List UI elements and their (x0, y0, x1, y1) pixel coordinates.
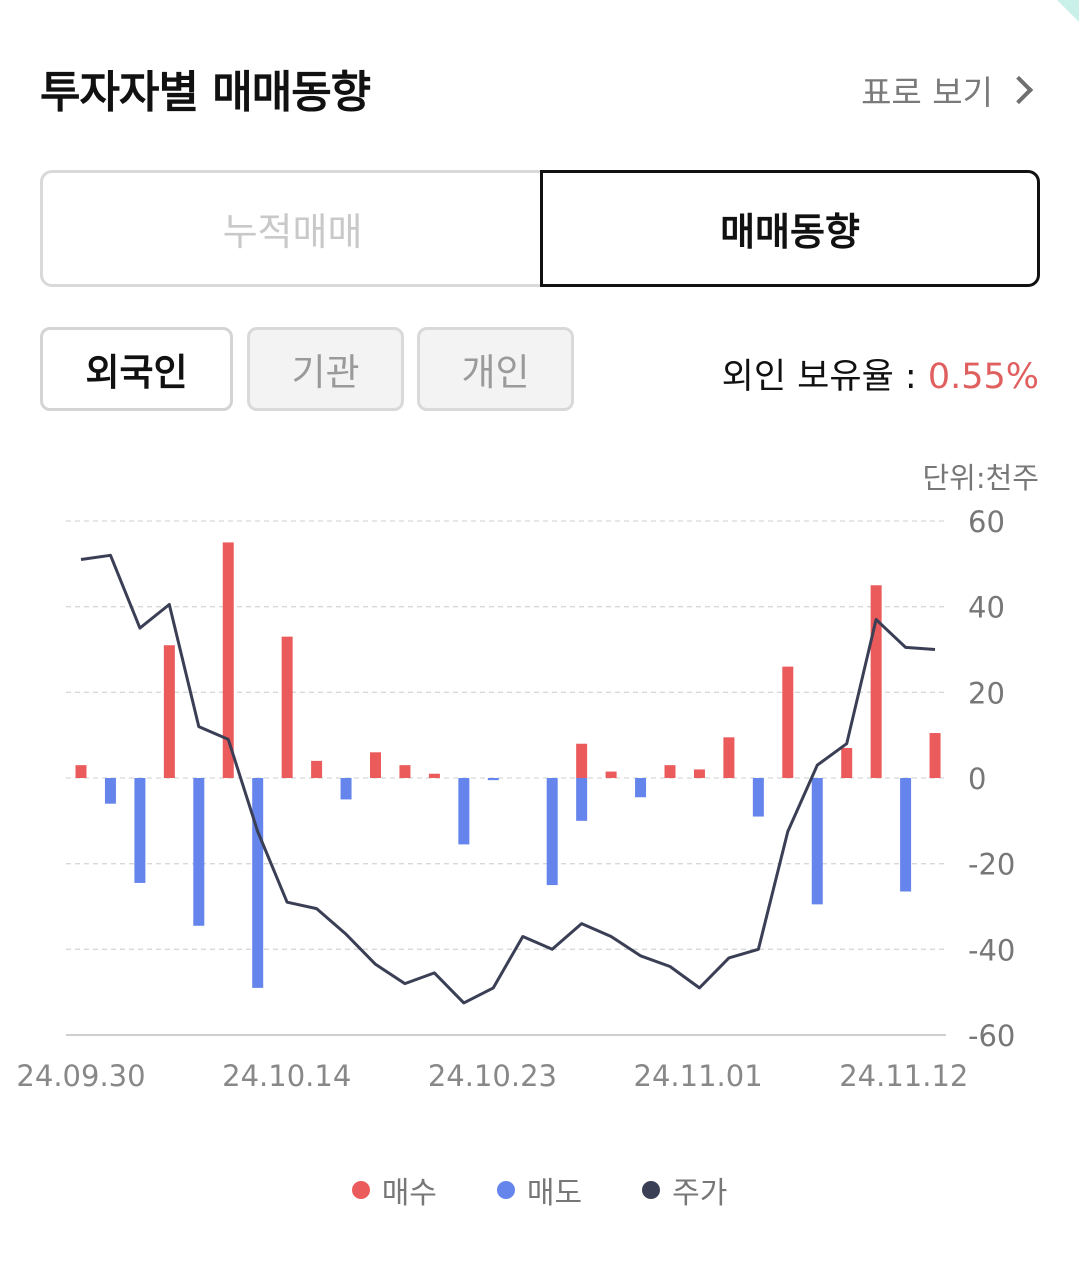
sell-bar (104, 778, 116, 804)
buy-bar (75, 765, 87, 778)
y-tick-label: -40 (968, 933, 1015, 967)
sell-bar (546, 778, 558, 886)
sell-bar (193, 778, 205, 926)
foreign-ownership: 외인 보유율 : 0.55% (722, 348, 1039, 399)
x-tick-label: 24.10.23 (428, 1059, 557, 1093)
sell-bar (811, 778, 823, 905)
y-tick-label: -20 (968, 848, 1015, 882)
sell-bar (900, 778, 912, 892)
chart-unit-label: 단위:천주 (922, 461, 1040, 495)
buy-bar (370, 752, 381, 778)
legend-item-sell: 매도 (496, 1168, 583, 1212)
x-tick-label: 24.10.14 (222, 1059, 351, 1093)
buy-bar (163, 645, 175, 778)
x-tick-label: 24.09.30 (16, 1059, 145, 1093)
tab-trading-trend[interactable]: 매매동향 (540, 170, 1040, 287)
sell-bar (458, 778, 470, 845)
buy-bar (605, 771, 617, 778)
buy-bar (841, 748, 853, 778)
price-line (80, 553, 936, 1005)
legend-price-label: 주가 (672, 1176, 728, 1211)
foreign-ownership-label: 외인 보유율 : (721, 357, 928, 397)
y-tick-label: -60 (968, 1019, 1015, 1053)
sell-bar (340, 778, 352, 800)
investor-tab-foreign[interactable]: 외국인 (40, 327, 233, 411)
trading-trend-chart: 60 40 20 0 -20 -40 -60 24.09.30 24.10.14 24.10.23… (16, 505, 1015, 1093)
foreign-ownership-value: 0.55% (927, 357, 1039, 397)
sell-bar (487, 778, 499, 781)
view-as-table-label: 표로 보기 (861, 73, 993, 112)
y-tick-label: 0 (968, 762, 986, 796)
sell-bar (134, 778, 146, 883)
y-tick-label: 40 (968, 591, 1005, 625)
legend-buy-dot (351, 1181, 370, 1199)
legend-sell-dot (496, 1181, 515, 1199)
buy-bar (929, 733, 941, 778)
y-tick-label: 20 (968, 676, 1005, 710)
buy-bar (782, 666, 794, 778)
buy-bar (399, 765, 411, 778)
sell-bar (252, 778, 264, 988)
sell-bar (576, 778, 588, 821)
legend-item-buy: 매수 (351, 1168, 437, 1212)
legend-buy-label: 매수 (381, 1176, 437, 1211)
chevron-right-icon (1004, 75, 1034, 105)
x-tick-label: 24.11.01 (634, 1059, 763, 1093)
investor-tab-individual[interactable]: 개인 (417, 327, 574, 411)
buy-bar (222, 542, 234, 778)
legend-sell-label: 매도 (526, 1176, 583, 1211)
chart-legend: 매수 매도 주가 (0, 1168, 1079, 1212)
buy-bar (664, 765, 676, 778)
y-tick-label: 60 (968, 505, 1005, 539)
buy-bar (281, 636, 293, 778)
buy-bar (576, 743, 588, 778)
investor-tab-institution[interactable]: 기관 (247, 327, 404, 411)
view-as-table-link[interactable]: 표로 보기 (861, 66, 1039, 114)
buy-bar (428, 773, 440, 778)
tab-cumulative-trading[interactable]: 누적매매 (40, 170, 542, 287)
corner-decoration (1057, 0, 1079, 22)
legend-price-dot (642, 1181, 661, 1199)
x-tick-label: 24.11.12 (839, 1059, 968, 1093)
header: 투자자별 매매동향 표로 보기 (40, 52, 1039, 122)
sell-bar (752, 778, 764, 817)
buy-bar (693, 769, 705, 778)
buy-bar (311, 760, 323, 778)
buy-bar (723, 737, 735, 778)
legend-item-price: 주가 (642, 1168, 727, 1212)
view-mode-segment: 누적매매 매매동향 (40, 170, 1040, 287)
buy-bar (870, 585, 882, 778)
sell-bar (635, 778, 647, 798)
page-title: 투자자별 매매동향 (40, 67, 371, 118)
